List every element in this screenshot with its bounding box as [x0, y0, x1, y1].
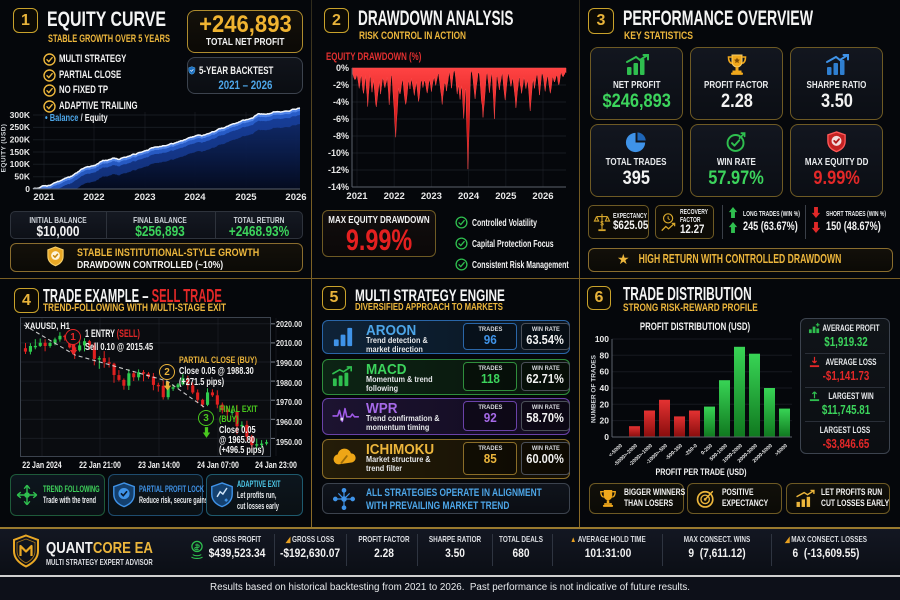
svg-text:2021: 2021	[33, 192, 55, 203]
svg-text:-8%: -8%	[333, 131, 349, 141]
svg-text:-500-350: -500-350	[665, 443, 684, 462]
svg-text:2023: 2023	[134, 192, 155, 203]
svg-text:40: 40	[600, 383, 610, 393]
svg-text:50K: 50K	[14, 172, 30, 182]
svg-text:$: $	[600, 221, 604, 228]
svg-text:250K: 250K	[10, 122, 31, 132]
svg-text:2023: 2023	[421, 191, 442, 202]
svg-text:2024: 2024	[184, 192, 206, 203]
svg-text:150K: 150K	[10, 147, 31, 157]
svg-text:100: 100	[595, 334, 609, 344]
svg-text:-6%: -6%	[333, 114, 349, 124]
svg-text:-4%: -4%	[333, 97, 349, 107]
svg-text:60: 60	[600, 367, 610, 377]
svg-text:2022: 2022	[384, 191, 405, 202]
svg-text:2026: 2026	[285, 192, 306, 203]
svg-text:2022: 2022	[83, 192, 104, 203]
svg-text:2025: 2025	[495, 191, 517, 202]
svg-text:0: 0	[604, 432, 609, 442]
svg-text:2026: 2026	[532, 191, 553, 202]
svg-text:80: 80	[600, 350, 610, 360]
svg-text:300K: 300K	[10, 110, 31, 120]
svg-text:-250-0: -250-0	[684, 443, 699, 458]
svg-text:20: 20	[600, 399, 610, 409]
svg-text:-14%: -14%	[328, 182, 349, 192]
svg-text:>5000: >5000	[774, 443, 789, 457]
svg-text:200K: 200K	[10, 135, 31, 145]
svg-text:-2%: -2%	[333, 80, 349, 90]
svg-text:0%: 0%	[336, 63, 349, 73]
svg-text:2025: 2025	[235, 192, 257, 203]
svg-text:-10%: -10%	[328, 148, 349, 158]
svg-text:2024: 2024	[458, 191, 480, 202]
svg-text:-12%: -12%	[328, 165, 349, 175]
svg-text:2021: 2021	[346, 191, 368, 202]
svg-text:20: 20	[600, 416, 610, 426]
svg-text:0: 0	[25, 184, 30, 194]
svg-text:100K: 100K	[10, 159, 31, 169]
